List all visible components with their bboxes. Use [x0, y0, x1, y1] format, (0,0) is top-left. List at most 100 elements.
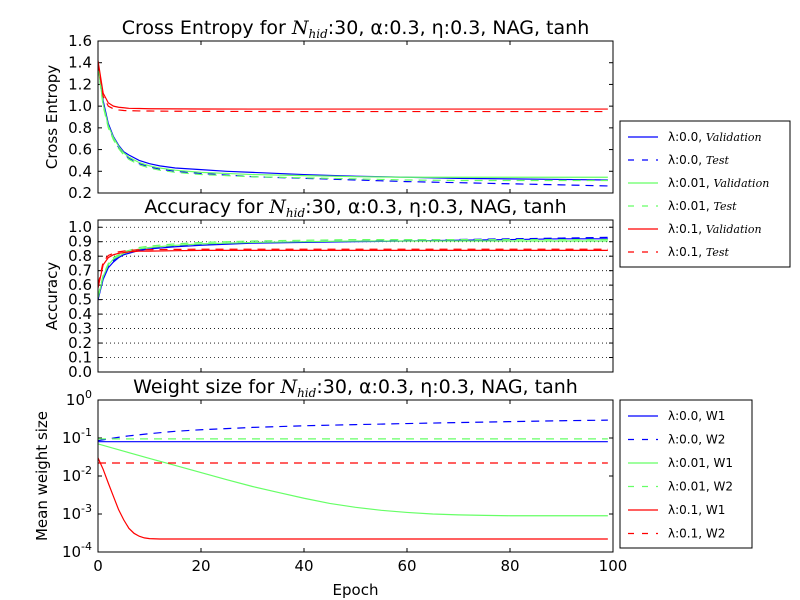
- y-tick-label: 0.6: [68, 276, 92, 294]
- legend-entry-text: λ:0.01,: [668, 176, 714, 190]
- legend-entry-text: λ:0.0, W1: [668, 409, 725, 423]
- legend-entry-text: λ:0.01, W2: [668, 480, 733, 494]
- legend-entry-italic: Validation: [706, 223, 762, 236]
- x-tick-label: 100: [599, 557, 628, 575]
- x-tick-label: 40: [294, 557, 313, 575]
- chart-title: Accuracy for Nhid:30, α:0.3, η:0.3, NAG,…: [144, 196, 566, 220]
- legend-entry: λ:0.01, Test: [668, 199, 737, 213]
- legend-entry: λ:0.0, W2: [668, 433, 725, 447]
- series-line-6: [98, 62, 608, 113]
- y-tick-base: 10: [66, 391, 85, 409]
- series-line-5: [98, 457, 608, 540]
- legend-entry: λ:0.01, W2: [668, 480, 733, 494]
- y-tick-label: 10-2: [62, 464, 92, 485]
- legend-entry-italic: Validation: [706, 131, 762, 144]
- y-tick-label: 0.2: [68, 184, 92, 202]
- y-tick-label: 0.3: [68, 320, 92, 338]
- y-tick-label: 10-1: [62, 426, 92, 447]
- chart-title-tail: :30, α:0.3, η:0.3, NAG, tanh: [305, 196, 566, 218]
- y-tick-exponent: -2: [81, 464, 92, 477]
- y-tick-label: 1.0: [68, 218, 92, 236]
- y-tick-label: 0.1: [68, 349, 92, 367]
- y-tick-label: 1.0: [68, 97, 92, 115]
- legend-entry: λ:0.0, W1: [668, 409, 725, 423]
- x-tick-label: 60: [397, 557, 416, 575]
- chart-panel-3: Weight size for Nhid:30, α:0.3, η:0.3, N…: [33, 376, 753, 599]
- y-tick-label: 1.4: [68, 54, 92, 72]
- series-group: [98, 60, 608, 187]
- chart-title-lead: Cross Entropy for: [122, 17, 292, 39]
- legend-entry-text: λ:0.1, W2: [668, 527, 725, 541]
- chart-title: Weight size for Nhid:30, α:0.3, η:0.3, N…: [133, 376, 578, 400]
- legend-box: [619, 399, 753, 549]
- plots: Cross Entropy for Nhid:30, α:0.3, η:0.3,…: [33, 17, 791, 599]
- legend-entry: λ:0.0, Test: [668, 153, 729, 167]
- y-tick-label: 100: [66, 388, 92, 409]
- y-tick-exponent: -1: [81, 426, 92, 439]
- y-tick-label: 0.5: [68, 291, 92, 309]
- legend-box: [619, 120, 791, 268]
- legend-entry-text: λ:0.0,: [668, 130, 706, 144]
- y-axis-label: Cross Entropy: [43, 65, 61, 169]
- legend-entry-italic: Test: [706, 154, 730, 167]
- y-tick-label: 10-3: [62, 502, 92, 523]
- legend-entry-italic: Test: [714, 200, 738, 213]
- legend-entry-text: λ:0.0,: [668, 153, 706, 167]
- series-line-4: [98, 238, 608, 297]
- plot-frame: [97, 219, 614, 373]
- legend: λ:0.0, W1 λ:0.0, W2 λ:0.01, W1 λ:0.01, W2 λ:…: [619, 399, 753, 549]
- legend-entry: λ:0.1, Validation: [668, 222, 762, 236]
- y-tick-label: 0.8: [68, 247, 92, 265]
- x-tick-label: 0: [93, 557, 103, 575]
- series-line-3: [98, 443, 608, 517]
- series-line-1: [98, 238, 608, 300]
- chart-title-subscript: hid: [309, 27, 329, 41]
- chart-panel-1: Cross Entropy for Nhid :30, α:0.3, η:0.3,…: [43, 17, 791, 268]
- y-tick-base: 10: [62, 505, 81, 523]
- y-tick-label: 0.2: [68, 334, 92, 352]
- y-tick-label: 0.4: [68, 162, 92, 180]
- legend-entry-text: λ:0.0, W2: [668, 433, 725, 447]
- chart-title-lead: Weight size for: [133, 376, 280, 398]
- chart-title-symbol: N: [291, 17, 310, 39]
- y-tick-label: 0.0: [68, 363, 92, 381]
- series-line-5: [98, 60, 608, 110]
- chart-panel-2: Accuracy for Nhid:30, α:0.3, η:0.3, NAG,…: [43, 196, 614, 381]
- y-tick-label: 10-4: [62, 540, 92, 561]
- y-tick-exponent: 0: [85, 388, 92, 401]
- chart-title: Cross Entropy for Nhid:30, α:0.3, η:0.3,…: [122, 17, 590, 41]
- y-axis-label: Mean weight size: [33, 411, 51, 541]
- series-group: [98, 419, 608, 540]
- legend-entry: λ:0.1, Test: [668, 245, 729, 259]
- legend-entry-text: λ:0.01, W1: [668, 456, 733, 470]
- legend-entry-text: λ:0.1, W1: [668, 503, 725, 517]
- legend-entry: λ:0.01, W1: [668, 456, 733, 470]
- chart-title-symbol: N: [268, 196, 287, 218]
- legend-entry: λ:0.1, W1: [668, 503, 725, 517]
- y-tick-label: 0.7: [68, 262, 92, 280]
- series-line-6: [98, 248, 608, 286]
- y-tick-label: 1.2: [68, 75, 92, 93]
- series-line-5: [98, 249, 608, 289]
- chart-title-subscript: hid: [297, 386, 317, 400]
- y-tick-base: 10: [62, 467, 81, 485]
- plot-frame: [97, 399, 614, 553]
- series-line-2: [98, 236, 608, 300]
- x-tick-label: 80: [500, 557, 519, 575]
- series-line-3: [98, 65, 608, 178]
- legend-entry-text: λ:0.01,: [668, 199, 714, 213]
- y-tick-base: 10: [62, 543, 81, 561]
- x-axis-label: Epoch: [333, 581, 379, 599]
- chart-title-symbol: N: [279, 376, 298, 398]
- chart-title-tail: :30, α:0.3, η:0.3, NAG, tanh: [316, 376, 577, 398]
- y-tick-base: 10: [62, 429, 81, 447]
- series-group: [98, 236, 608, 300]
- y-tick-label: 0.9: [68, 233, 92, 251]
- legend-entry-italic: Validation: [714, 177, 770, 190]
- y-tick-exponent: -4: [81, 540, 92, 553]
- x-tick-label: 20: [191, 557, 210, 575]
- legend-entry: λ:0.0, Validation: [668, 130, 762, 144]
- y-tick-label: 0.4: [68, 305, 92, 323]
